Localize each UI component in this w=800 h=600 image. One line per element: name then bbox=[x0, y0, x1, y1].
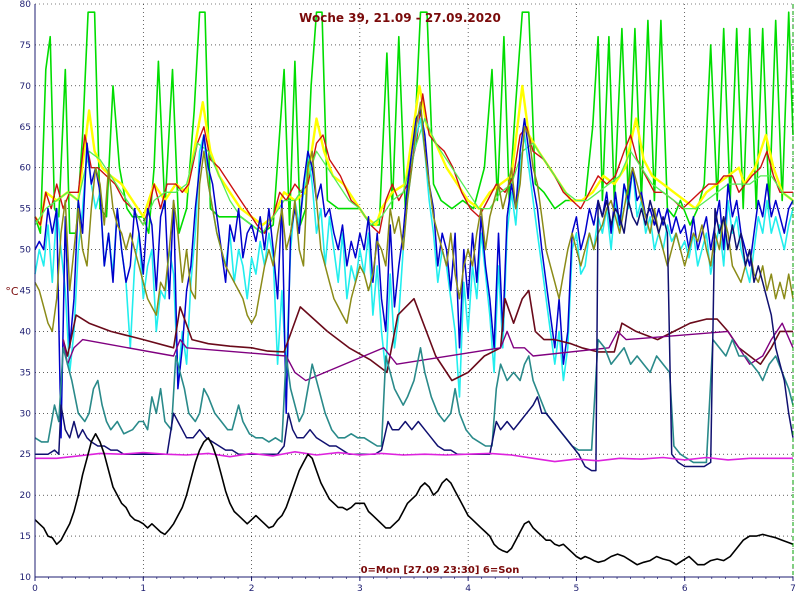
x-tick-label: 1 bbox=[140, 584, 146, 594]
y-tick-label: 25 bbox=[20, 450, 31, 460]
y-tick-label: 55 bbox=[20, 205, 31, 215]
chart-footer: 0=Mon [27.09 23:30] 6=Son bbox=[361, 565, 520, 576]
series-line-11 bbox=[35, 451, 793, 463]
y-tick-label: 10 bbox=[20, 573, 32, 583]
x-tick-label: 0 bbox=[32, 584, 38, 594]
x-tick-label: 7 bbox=[790, 584, 796, 594]
y-tick-label: 50 bbox=[20, 246, 32, 256]
y-tick-label: 40 bbox=[20, 327, 32, 337]
series-line-12 bbox=[34, 433, 794, 566]
x-tick-label: 3 bbox=[357, 584, 363, 594]
y-tick-label: 65 bbox=[20, 123, 31, 133]
x-tick-label: 4 bbox=[465, 584, 471, 594]
x-tick-label: 5 bbox=[574, 584, 580, 594]
y-tick-label: 30 bbox=[20, 409, 32, 419]
series-line-6 bbox=[34, 101, 794, 333]
y-tick-label: 35 bbox=[20, 368, 31, 378]
y-tick-label: 75 bbox=[20, 41, 31, 51]
y-tick-label: 70 bbox=[20, 82, 32, 92]
series-line-9 bbox=[34, 338, 794, 464]
x-tick-label: 6 bbox=[682, 584, 688, 594]
y-tick-label: 45 bbox=[20, 287, 31, 297]
y-tick-label: 60 bbox=[20, 164, 32, 174]
axes bbox=[34, 4, 794, 581]
series-group bbox=[33, 11, 794, 566]
y-tick-label: 15 bbox=[20, 532, 31, 542]
y-tick-label: 20 bbox=[20, 491, 32, 501]
y-tick-label: 80 bbox=[20, 0, 32, 10]
x-tick-label: 2 bbox=[249, 584, 255, 594]
chart-title: Woche 39, 21.09 - 27.09.2020 bbox=[299, 11, 501, 25]
series-line-7 bbox=[62, 289, 793, 382]
y-axis-label: °C bbox=[5, 285, 19, 298]
series-line-5 bbox=[34, 109, 794, 439]
